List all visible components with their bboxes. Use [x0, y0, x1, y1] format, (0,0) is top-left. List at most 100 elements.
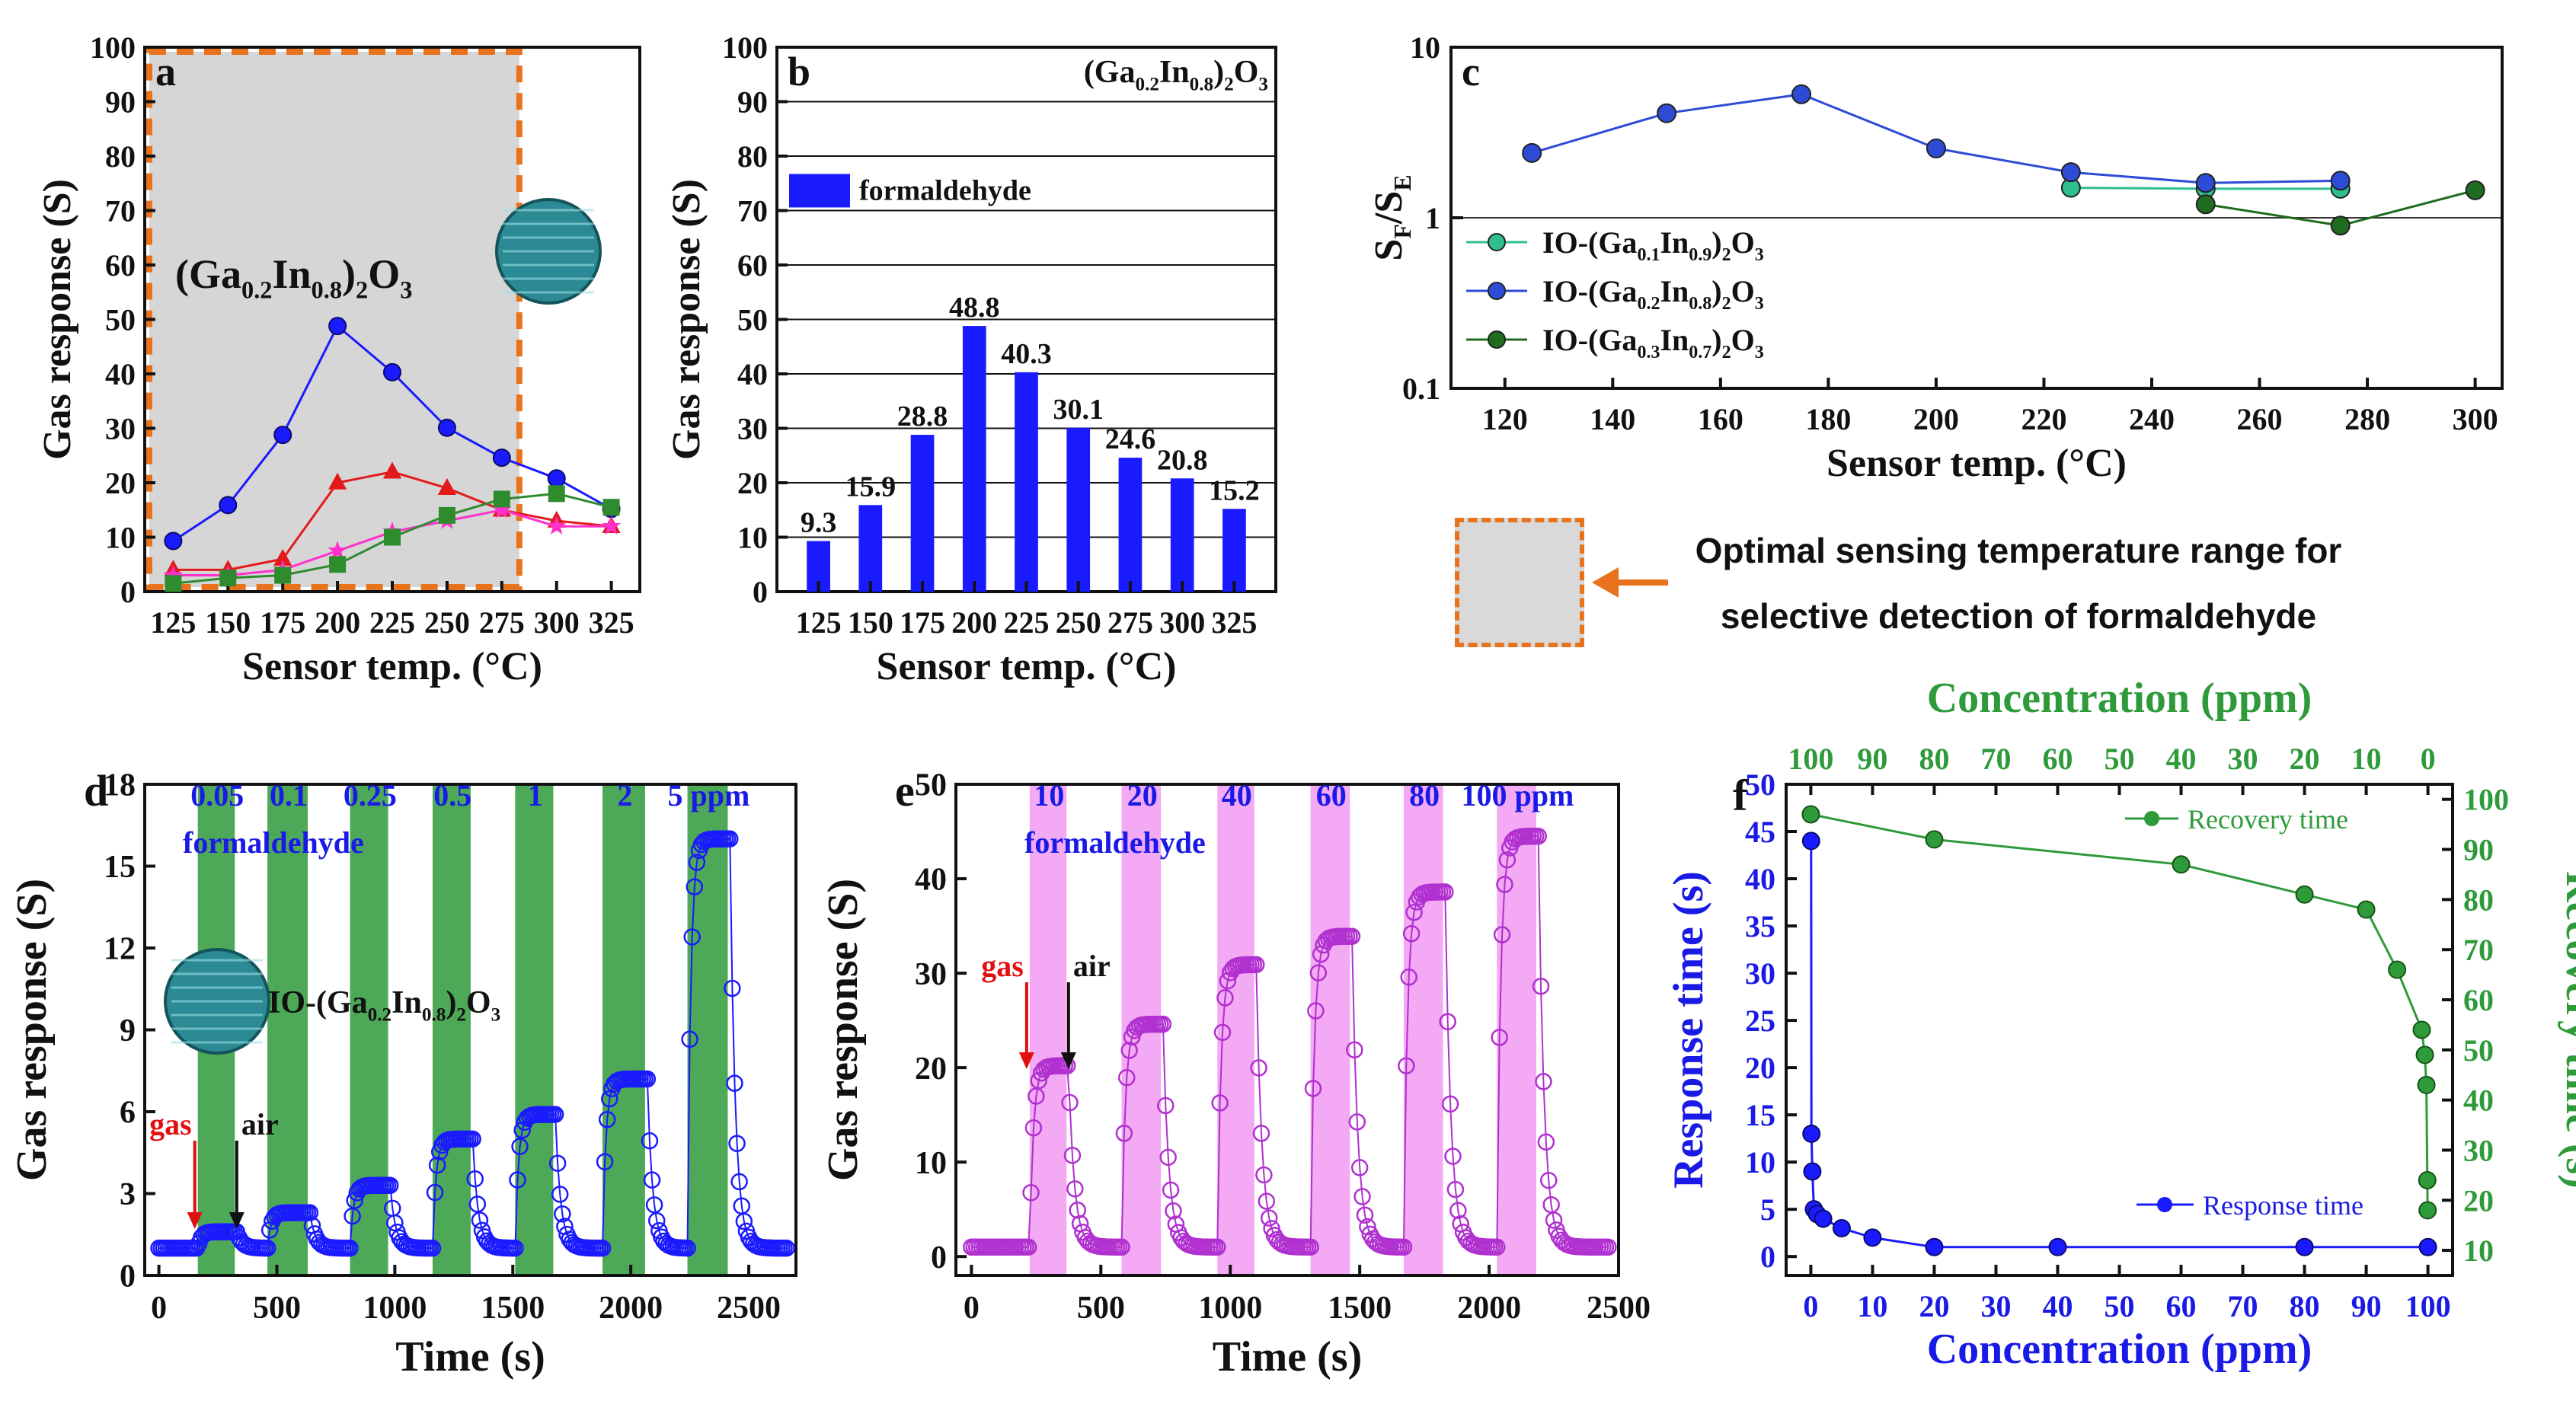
chart-title: (Ga0.2​In0.8​)2​O3​ — [1084, 55, 1268, 95]
x-tick-label: 60 — [2166, 1289, 2197, 1323]
data-point — [507, 1239, 524, 1257]
x-tick-label: 325 — [1211, 605, 1257, 640]
y-tick-label: 40 — [1745, 862, 1775, 896]
x-axis-label: Sensor temp. (°C) — [877, 645, 1177, 688]
gas-label: gas — [981, 949, 1024, 983]
y-tick-label: 90 — [105, 85, 136, 120]
x-tick-label: 2500 — [717, 1291, 781, 1326]
response-time-point — [1832, 1218, 1851, 1237]
y-tick-label: 20 — [915, 1052, 947, 1087]
material-annotation: (Ga0.2​In0.8​)2​O3​ — [175, 251, 412, 305]
legend-label: IO-(Ga0.3​In0.7​)2​O3​ — [1542, 323, 1764, 362]
legend-swatch — [789, 174, 850, 208]
x-tick-label: 300 — [2453, 402, 2498, 436]
bar-value-label: 40.3 — [1001, 338, 1052, 370]
analyte-label: formaldehyde — [1024, 825, 1206, 860]
concentration-label: 10 — [1034, 778, 1064, 812]
concentration-label: 20 — [1127, 778, 1158, 812]
panel-a: 0 10 20 30 40 50 60 70 80 90 100 125 150 175 200 225 250… — [36, 30, 641, 688]
data-point — [258, 1239, 276, 1257]
gas-pulse-band — [687, 784, 728, 1275]
data-point — [428, 1156, 446, 1174]
data-point — [328, 317, 347, 336]
data-point — [602, 499, 620, 516]
x-tick-label: 325 — [589, 605, 634, 640]
data-point — [382, 461, 402, 479]
bar-value-label: 28.8 — [897, 401, 948, 432]
data-point — [1066, 1180, 1084, 1198]
data-point — [638, 1070, 657, 1088]
data-point — [546, 1106, 564, 1123]
y-tick-label: 5 — [1760, 1192, 1775, 1227]
optimal-range-legend-swatch — [1455, 518, 1584, 647]
legend-label: Response time — [2203, 1190, 2363, 1221]
bar-175 — [910, 435, 935, 592]
legend-label: IO-(Ga0.1​In0.9​)2​O3​ — [1542, 225, 1764, 265]
data-point — [1260, 1209, 1278, 1227]
y-axis-label: Response time (s) — [1665, 871, 1712, 1189]
data-point — [1354, 1188, 1371, 1205]
data-point — [492, 500, 512, 519]
legend-label: IO-(Ga0.2​In0.8​)2​O3​ — [1542, 274, 1764, 314]
optimal-range-legend-text: Optimal sensing temperature range for se… — [1676, 518, 2361, 649]
response-time-point — [2418, 1237, 2437, 1256]
data-point — [728, 1135, 746, 1152]
concentration-label: 1 — [528, 778, 543, 812]
panel-b: 0 10 20 30 40 50 60 70 80 90 100 9.3 125 15.9 150 28.8 1… — [665, 30, 1277, 688]
y-tick-label: 20 — [737, 466, 768, 500]
data-point — [778, 1239, 795, 1257]
gas-pulse-band — [432, 784, 471, 1275]
data-point — [1539, 1171, 1558, 1189]
data-point — [426, 1183, 444, 1202]
x-axis-label: Sensor temp. (°C) — [1827, 442, 2127, 485]
gas-pulse-band — [1217, 784, 1254, 1275]
data-point — [1493, 926, 1511, 943]
x-tick-label: 225 — [369, 605, 415, 640]
y-axis-label: Gas response (S) — [8, 879, 56, 1181]
top-x-tick-label: 60 — [2042, 742, 2073, 776]
y-axis-label: Gas response (S) — [36, 179, 79, 460]
data-point — [386, 1214, 404, 1232]
data-point — [647, 1211, 666, 1230]
data-point — [1343, 927, 1361, 945]
x-tick-label: 90 — [2351, 1289, 2382, 1323]
response-time-point — [2295, 1237, 2314, 1256]
data-point — [1537, 1133, 1555, 1151]
y-tick-label: 40 — [105, 357, 136, 391]
data-point — [346, 1192, 363, 1209]
recovery-time-point — [1801, 805, 1820, 824]
air-arrow-head — [1060, 1052, 1076, 1069]
y-tick-label: 0 — [120, 575, 136, 609]
data-point — [2195, 173, 2216, 193]
data-point — [1444, 1147, 1462, 1165]
right-y-tick-label: 80 — [2463, 883, 2494, 917]
x-tick-label: 180 — [1805, 402, 1851, 436]
data-point — [1019, 1238, 1037, 1256]
right-y-tick-label: 50 — [2463, 1033, 2494, 1068]
x-tick-label: 1000 — [363, 1291, 427, 1326]
data-point — [2060, 162, 2081, 183]
panel-c: 0.1 1 10 120 140 160 180 200 220 240 260 280 300 IO-(… — [1367, 30, 2504, 485]
y-tick-label: 10 — [105, 521, 136, 555]
data-point — [1252, 1125, 1270, 1142]
recovery-time-point — [2357, 900, 2376, 919]
data-point — [466, 1170, 484, 1188]
data-point — [1449, 1202, 1467, 1219]
x-tick-label: 280 — [2344, 402, 2390, 436]
x-tick-label: 240 — [2129, 402, 2175, 436]
y-tick-label: 100 — [90, 30, 136, 65]
data-point — [679, 1239, 696, 1257]
data-point — [1208, 1238, 1226, 1256]
data-point — [548, 485, 565, 503]
x-tick-label: 200 — [951, 605, 997, 640]
data-point — [598, 1110, 616, 1128]
x-tick-label: 175 — [260, 605, 305, 640]
bar-value-label: 24.6 — [1105, 423, 1156, 455]
data-point — [1529, 827, 1547, 845]
bar-value-label: 15.2 — [1209, 474, 1260, 506]
data-point — [596, 1153, 614, 1171]
data-point — [492, 448, 511, 468]
y-tick-label: 60 — [737, 248, 768, 282]
data-point — [437, 477, 457, 495]
x-tick-label: 275 — [1107, 605, 1153, 640]
